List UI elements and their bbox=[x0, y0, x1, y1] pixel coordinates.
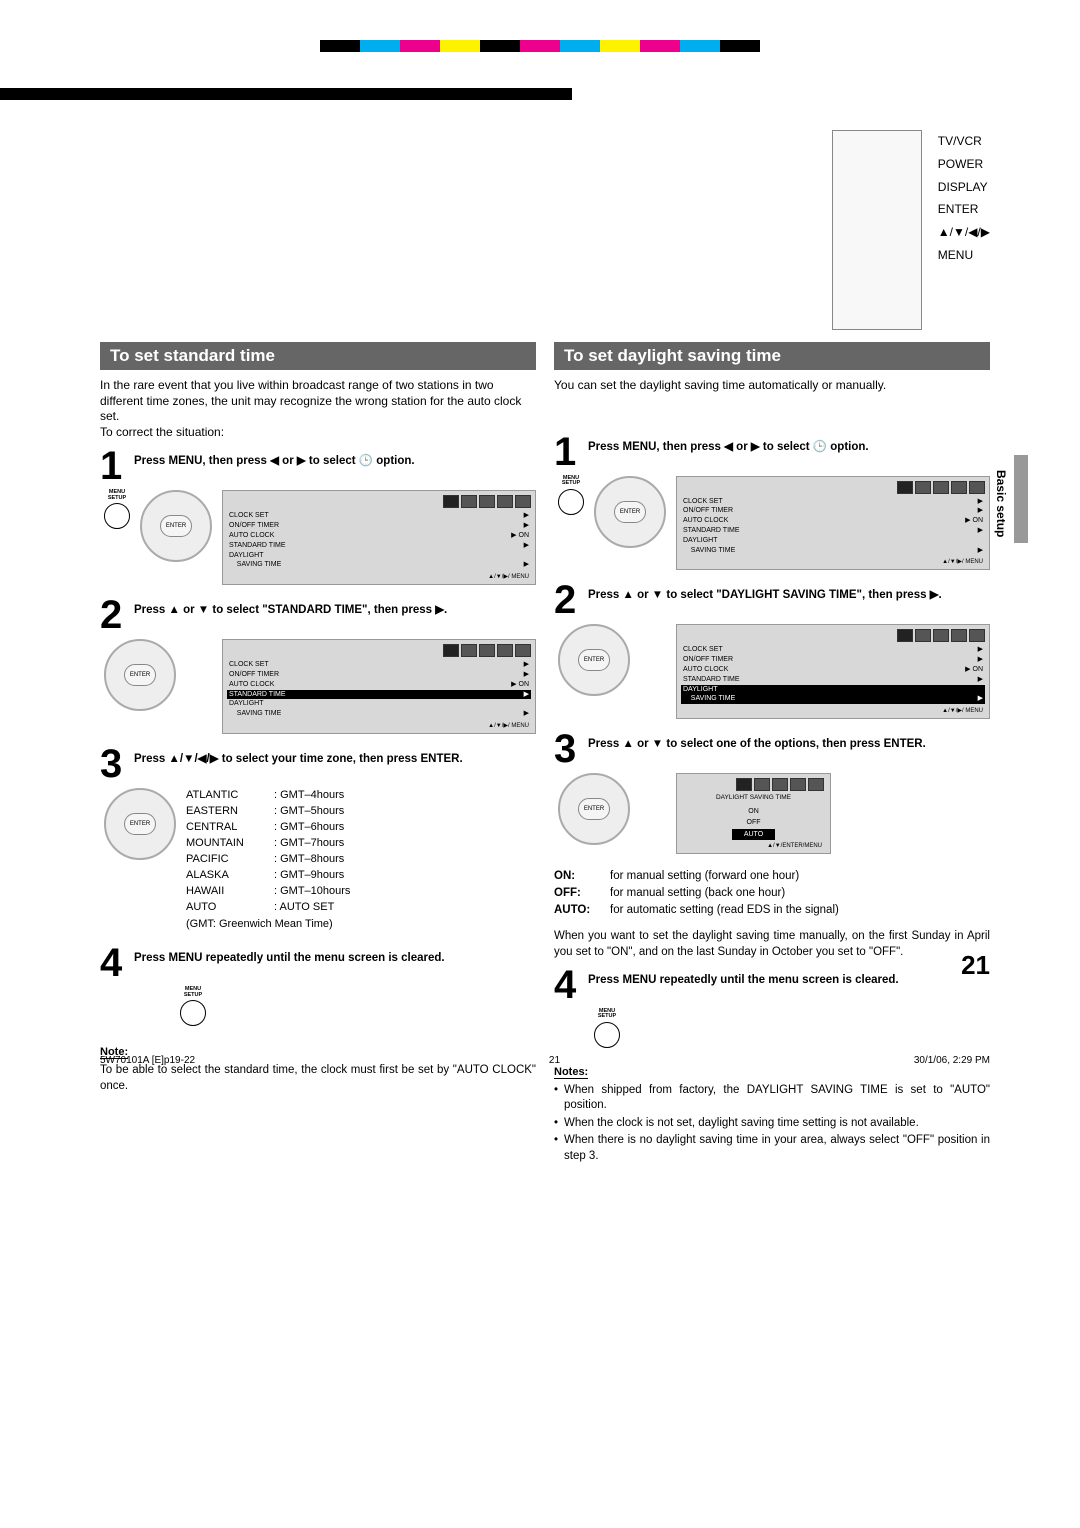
side-tab bbox=[1014, 455, 1028, 543]
step-number: 4 bbox=[554, 969, 582, 1001]
step-instruction: Press MENU, then press ◀ or ▶ to select … bbox=[134, 450, 415, 469]
nav-pad-illustration: ENTER bbox=[104, 639, 176, 711]
note-text: To be able to select the standard time, … bbox=[100, 1063, 536, 1094]
osd-menu: CLOCK SET▶ON/OFF TIMER▶AUTO CLOCK▶ ONSTA… bbox=[222, 639, 536, 734]
step-number: 1 bbox=[554, 436, 582, 468]
remote-labels: TV/VCRPOWERDISPLAYENTER▲/▼/◀/▶MENU bbox=[930, 130, 990, 267]
nav-pad-illustration: ENTER bbox=[594, 476, 666, 548]
step-instruction: Press ▲ or ▼ to select "STANDARD TIME", … bbox=[134, 599, 447, 618]
menu-button-illustration: MENU SETUP bbox=[180, 987, 206, 1026]
right-column: To set daylight saving time You can set … bbox=[554, 342, 990, 1166]
remote-control-diagram bbox=[832, 130, 922, 330]
step-instruction: Press MENU repeatedly until the menu scr… bbox=[134, 947, 445, 966]
osd-dst-menu: DAYLIGHT SAVING TIMEONOFFAUTO▲/▼/ENTER/M… bbox=[676, 773, 831, 854]
nav-pad-illustration: ENTER bbox=[558, 773, 630, 845]
step-instruction: Press ▲/▼/◀/▶ to select your time zone, … bbox=[134, 748, 463, 767]
footer-filename: 5W70101A [E]p19-22 bbox=[100, 1055, 195, 1066]
left-column: To set standard time In the rare event t… bbox=[100, 342, 536, 1166]
notes-list: When shipped from factory, the DAYLIGHT … bbox=[554, 1083, 990, 1165]
intro-text: You can set the daylight saving time aut… bbox=[554, 378, 990, 394]
intro-text: In the rare event that you live within b… bbox=[100, 378, 536, 440]
step-number: 3 bbox=[100, 748, 128, 780]
page-footer: 5W70101A [E]p19-22 21 30/1/06, 2:29 PM bbox=[100, 1055, 990, 1066]
footer-page: 21 bbox=[549, 1055, 560, 1066]
step-instruction: Press MENU, then press ◀ or ▶ to select … bbox=[588, 436, 869, 455]
osd-menu: CLOCK SET▶ON/OFF TIMER▶AUTO CLOCK▶ ONSTA… bbox=[222, 490, 536, 585]
step-instruction: Press ▲ or ▼ to select "DAYLIGHT SAVING … bbox=[588, 584, 942, 603]
section-header-standard-time: To set standard time bbox=[100, 342, 536, 370]
menu-button-illustration: MENU SETUP bbox=[594, 1009, 620, 1048]
nav-pad-illustration: ENTER bbox=[558, 624, 630, 696]
print-color-bar bbox=[320, 40, 760, 52]
page-number: 21 bbox=[961, 950, 990, 981]
osd-menu: CLOCK SET▶ON/OFF TIMER▶AUTO CLOCK▶ ONSTA… bbox=[676, 476, 990, 571]
step-number: 4 bbox=[100, 947, 128, 979]
header-black-line bbox=[0, 88, 572, 100]
timezone-list: ATLANTIC: GMT–4hoursEASTERN: GMT–5hoursC… bbox=[186, 788, 350, 933]
section-tab-label: Basic setup bbox=[994, 470, 1008, 537]
step-number: 1 bbox=[100, 450, 128, 482]
nav-pad-illustration: ENTER bbox=[104, 788, 176, 860]
nav-pad-illustration: ENTER bbox=[140, 490, 212, 562]
step-number: 2 bbox=[554, 584, 582, 616]
dst-explanation: When you want to set the daylight saving… bbox=[554, 929, 990, 960]
menu-button-illustration: MENU SETUP bbox=[558, 476, 584, 515]
step-number: 3 bbox=[554, 733, 582, 765]
step-number: 2 bbox=[100, 599, 128, 631]
section-header-daylight-saving: To set daylight saving time bbox=[554, 342, 990, 370]
notes-label: Notes: bbox=[554, 1066, 588, 1079]
osd-menu: CLOCK SET▶ON/OFF TIMER▶AUTO CLOCK▶ ONSTA… bbox=[676, 624, 990, 719]
step-instruction: Press ▲ or ▼ to select one of the option… bbox=[588, 733, 926, 752]
footer-timestamp: 30/1/06, 2:29 PM bbox=[914, 1055, 990, 1066]
step-instruction: Press MENU repeatedly until the menu scr… bbox=[588, 969, 899, 988]
menu-button-illustration: MENU SETUP bbox=[104, 490, 130, 529]
dst-options-list: ON:for manual setting (forward one hour)… bbox=[554, 868, 990, 920]
